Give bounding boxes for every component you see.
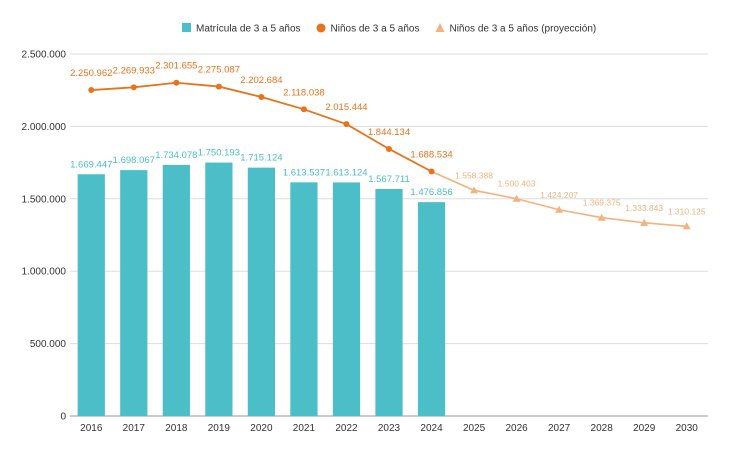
bar <box>77 174 105 416</box>
x-tick-label: 2024 <box>420 423 443 434</box>
x-tick-label: 2021 <box>293 423 316 434</box>
legend-swatch-bar <box>182 23 191 32</box>
legend-label: Matrícula de 3 a 5 años <box>196 24 301 35</box>
y-tick-label: 2.500.000 <box>22 50 67 61</box>
point-ninos <box>343 121 350 128</box>
bar-series <box>77 162 446 416</box>
data-labels: 1.669.447 1.698.067 1.734.078 1.750.193 1.71… <box>70 61 706 217</box>
bar <box>247 167 276 416</box>
point-projection <box>555 205 564 213</box>
data-label-line: 1.688.534 <box>410 150 452 161</box>
data-label-line: 2.118.038 <box>283 87 325 98</box>
data-label-projection: 1.369.375 <box>583 198 621 208</box>
bar <box>162 164 190 416</box>
x-tick-label: 2020 <box>250 423 273 434</box>
x-axis: 2016 2017 2018 2019 2020 2021 2022 2023 2024 2025… <box>80 423 698 434</box>
data-label-bar: 1.476.856 <box>410 187 452 198</box>
point-ninos <box>130 84 137 91</box>
x-tick-label: 2022 <box>335 423 358 434</box>
data-label-line: 2.275.087 <box>198 65 240 76</box>
y-axis: 0 500.000 1.000.000 1.500.000 2.000.000 2.500… <box>22 50 67 423</box>
point-projection <box>640 218 649 226</box>
legend: Matrícula de 3 a 5 años Niños de 3 a 5 añ… <box>182 23 596 35</box>
point-ninos <box>173 79 180 86</box>
data-label-bar: 1.734.078 <box>155 150 197 161</box>
bar <box>205 162 233 416</box>
data-label-bar: 1.715.124 <box>240 153 282 164</box>
data-label-projection: 1.424.207 <box>540 190 578 200</box>
point-ninos <box>88 87 95 94</box>
y-tick-label: 1.500.000 <box>22 194 67 205</box>
point-ninos <box>428 168 435 175</box>
bar <box>120 170 148 416</box>
x-tick-label: 2030 <box>676 423 699 434</box>
point-projection <box>682 222 691 230</box>
data-label-bar: 1.567.711 <box>368 174 410 185</box>
data-label-bar: 1.613.124 <box>325 167 367 178</box>
x-tick-label: 2028 <box>591 423 614 434</box>
y-tick-label: 500.000 <box>30 339 67 350</box>
data-label-line: 2.301.655 <box>155 61 197 72</box>
line-series <box>88 79 691 230</box>
point-ninos <box>386 145 392 152</box>
data-label-bar: 1.613.537 <box>283 167 325 178</box>
data-label-projection: 1.558.388 <box>455 170 493 180</box>
y-tick-label: 0 <box>60 412 66 423</box>
x-tick-label: 2019 <box>208 423 231 434</box>
legend-label: Niños de 3 a 5 años (proyección) <box>449 24 596 35</box>
bar <box>290 182 318 416</box>
x-tick-label: 2029 <box>633 423 656 434</box>
data-label-line: 2.269.933 <box>113 65 155 76</box>
x-tick-label: 2016 <box>80 423 103 434</box>
data-label-line: 2.015.444 <box>325 102 367 113</box>
legend-swatch-triangle <box>435 23 445 32</box>
x-tick-label: 2026 <box>505 423 528 434</box>
point-ninos <box>300 106 307 113</box>
x-tick-label: 2018 <box>165 423 188 434</box>
legend-swatch-circle <box>316 23 326 33</box>
y-tick-label: 2.000.000 <box>22 122 67 133</box>
data-label-line: 1.844.134 <box>368 127 410 138</box>
point-ninos <box>215 83 222 90</box>
bar <box>375 188 403 416</box>
point-projection <box>470 186 479 194</box>
data-label-projection: 1.500.403 <box>498 179 536 189</box>
x-tick-label: 2025 <box>463 423 486 434</box>
data-label-bar: 1.698.067 <box>113 155 155 166</box>
x-tick-label: 2027 <box>548 423 571 434</box>
point-projection <box>597 213 606 221</box>
x-tick-label: 2023 <box>378 423 401 434</box>
legend-label: Niños de 3 a 5 años <box>331 24 420 35</box>
data-label-line: 2.202.684 <box>240 75 282 86</box>
bar <box>417 202 446 416</box>
y-tick-label: 1.000.000 <box>22 267 67 278</box>
point-ninos <box>258 94 265 101</box>
data-label-projection: 1.333.843 <box>625 203 663 213</box>
data-label-line: 2.250.962 <box>70 68 112 79</box>
data-label-bar: 1.750.193 <box>198 148 240 159</box>
x-tick-label: 2017 <box>123 423 146 434</box>
point-projection <box>512 194 521 202</box>
data-label-bar: 1.669.447 <box>70 159 112 170</box>
bar <box>332 182 361 416</box>
data-label-projection: 1.310.125 <box>668 206 706 216</box>
